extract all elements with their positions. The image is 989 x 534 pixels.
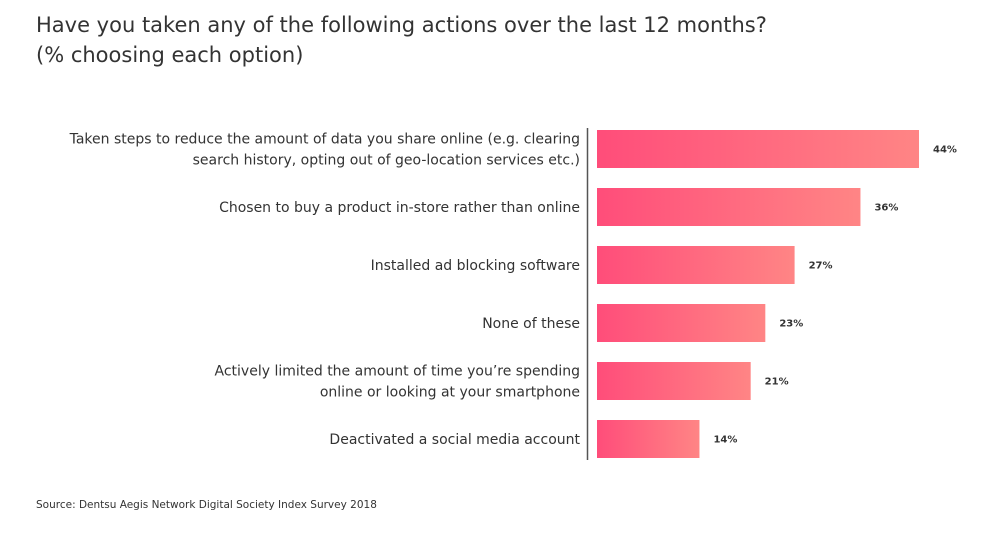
category-label-1: Taken steps to reduce the amount of data… [69,132,580,169]
value-labels-layer: 44% 36% 27% 23% 21% 14% [713,145,956,446]
bar-4 [597,304,766,342]
value-label-3: 27% [809,261,833,272]
bar-6 [597,420,700,458]
category-label-2-line-1: Chosen to buy a product in-store rather … [219,200,580,216]
bar-2 [597,188,861,226]
bar-5 [597,362,751,400]
category-label-4: None of these [482,316,580,332]
bars-layer [597,130,919,458]
category-label-5: Actively limited the amount of time you’… [215,364,580,401]
category-label-1-line-1: Taken steps to reduce the amount of data… [69,132,580,148]
category-label-3-line-1: Installed ad blocking software [371,258,580,274]
value-label-6: 14% [713,435,737,446]
chart-title-line-2: (% choosing each option) [36,43,304,67]
category-label-2: Chosen to buy a product in-store rather … [219,200,580,216]
category-label-5-line-1: Actively limited the amount of time you’… [215,364,580,380]
category-labels-layer: Taken steps to reduce the amount of data… [69,132,581,449]
chart-title: Have you taken any of the following acti… [36,10,936,70]
category-label-1-line-2: search history, opting out of geo-locati… [193,153,580,169]
value-label-5: 21% [765,377,789,388]
bar-1 [597,130,919,168]
category-label-3: Installed ad blocking software [371,258,580,274]
category-label-5-line-2: online or looking at your smartphone [320,385,580,401]
value-label-1: 44% [933,145,957,156]
chart-title-line-1: Have you taken any of the following acti… [36,13,767,37]
source-note: Source: Dentsu Aegis Network Digital Soc… [36,499,377,511]
category-label-6: Deactivated a social media account [329,432,580,448]
category-label-4-line-1: None of these [482,316,580,332]
bar-3 [597,246,795,284]
value-label-4: 23% [779,319,803,330]
value-label-2: 36% [874,203,898,214]
category-label-6-line-1: Deactivated a social media account [329,432,580,448]
